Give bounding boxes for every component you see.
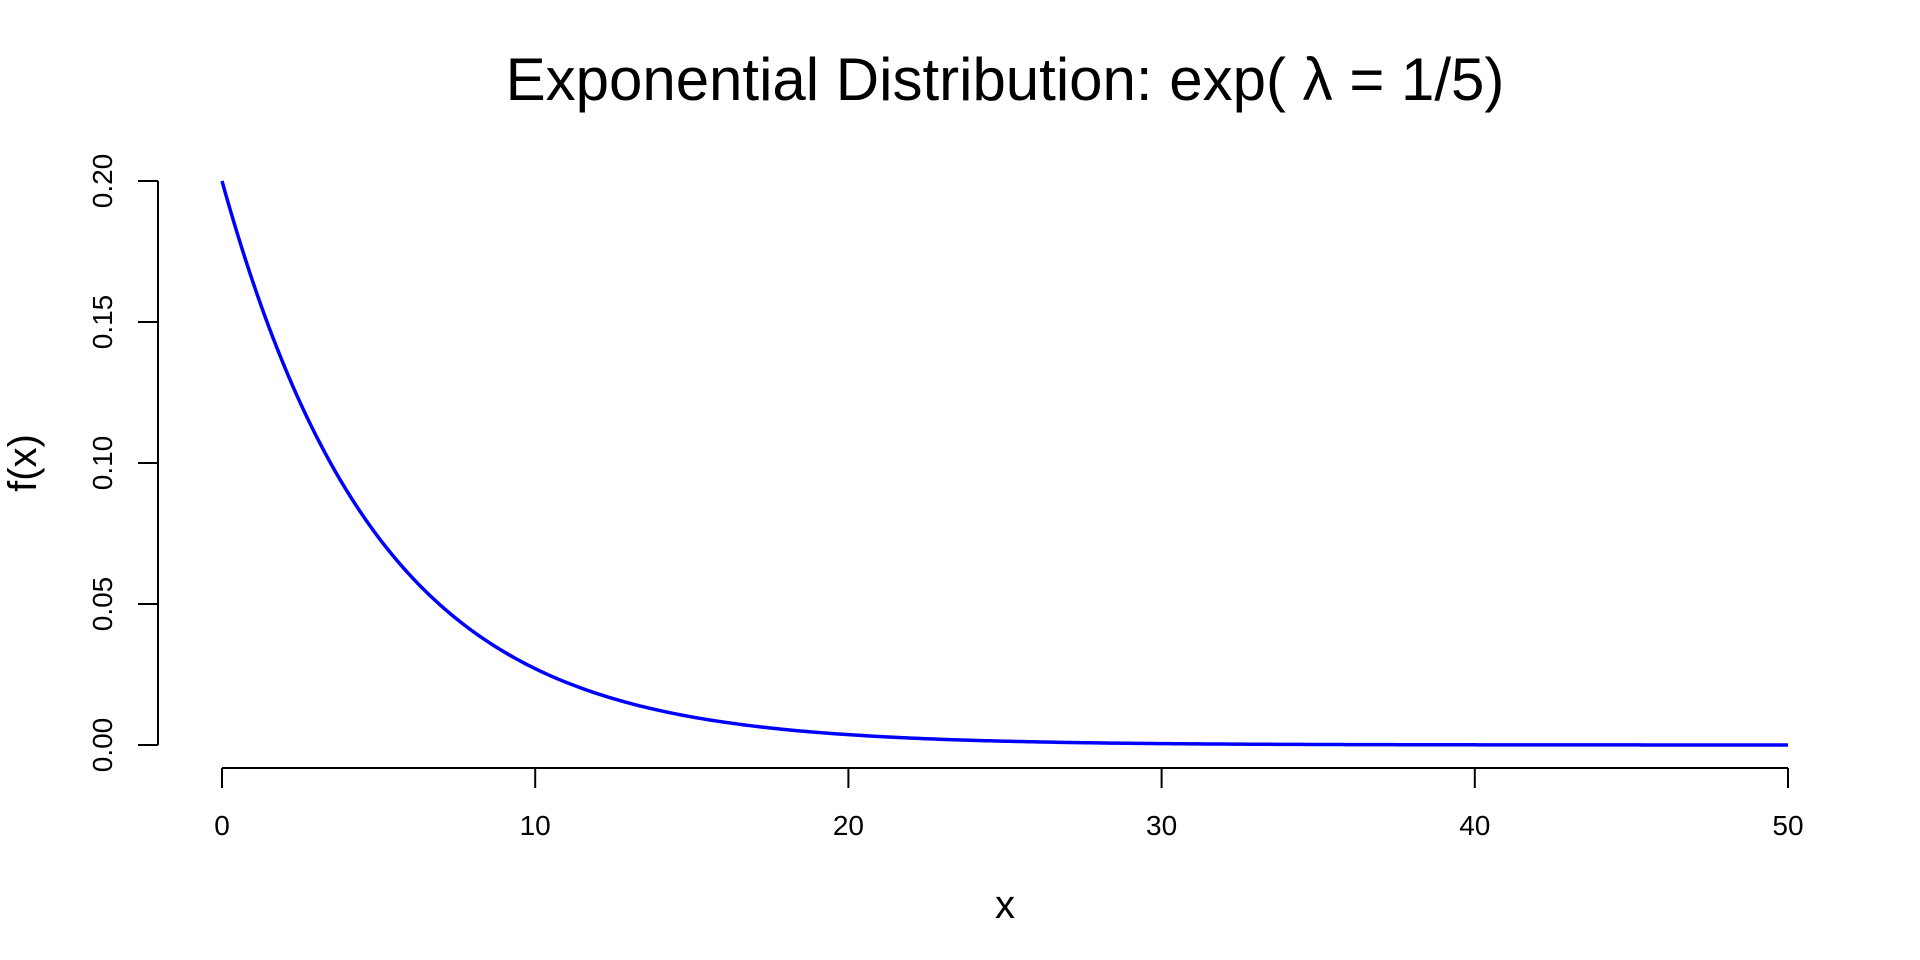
x-tick-label: 40 (1459, 810, 1490, 841)
y-tick-label: 0.00 (87, 718, 118, 773)
x-tick-label: 30 (1146, 810, 1177, 841)
y-axis: 0.00 0.05 0.10 0.15 0.20 (87, 154, 159, 773)
y-tick-label: 0.15 (87, 295, 118, 350)
y-tick-label: 0.20 (87, 154, 118, 209)
x-axis: 0 10 20 30 40 50 (214, 767, 1804, 841)
x-tick-label: 0 (214, 810, 230, 841)
y-tick-label: 0.10 (87, 436, 118, 491)
chart-title: Exponential Distribution: exp( λ = 1/5) (506, 46, 1505, 113)
y-tick-label: 0.05 (87, 577, 118, 632)
x-tick-label: 50 (1772, 810, 1803, 841)
density-curve-line (220, 180, 1788, 747)
y-axis-title: f(x) (1, 434, 45, 492)
series-layer (220, 180, 1788, 747)
x-tick-label: 10 (520, 810, 551, 841)
x-axis-title: x (995, 883, 1015, 927)
x-tick-label: 20 (833, 810, 864, 841)
